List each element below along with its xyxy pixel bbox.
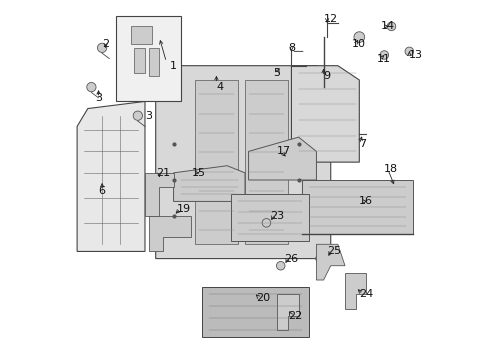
Circle shape bbox=[98, 43, 107, 53]
Text: 17: 17 bbox=[277, 147, 291, 157]
Text: 15: 15 bbox=[192, 168, 205, 178]
Text: 13: 13 bbox=[409, 50, 423, 60]
Text: 11: 11 bbox=[377, 54, 391, 64]
Text: 2: 2 bbox=[102, 39, 109, 49]
Text: 24: 24 bbox=[359, 289, 373, 299]
Bar bbox=[117, 16, 181, 102]
Polygon shape bbox=[77, 102, 145, 251]
Text: 3: 3 bbox=[145, 111, 152, 121]
Text: 19: 19 bbox=[177, 203, 191, 213]
Text: 26: 26 bbox=[284, 253, 298, 264]
Circle shape bbox=[276, 261, 285, 270]
Text: 25: 25 bbox=[327, 247, 342, 256]
Polygon shape bbox=[156, 66, 331, 258]
Text: 14: 14 bbox=[381, 21, 395, 31]
Text: 23: 23 bbox=[270, 211, 284, 221]
Polygon shape bbox=[245, 80, 288, 244]
Text: 6: 6 bbox=[98, 186, 105, 196]
Circle shape bbox=[380, 51, 389, 59]
Circle shape bbox=[387, 22, 396, 31]
Text: 5: 5 bbox=[273, 68, 281, 78]
Text: 7: 7 bbox=[359, 139, 367, 149]
Polygon shape bbox=[148, 48, 159, 76]
Polygon shape bbox=[145, 173, 173, 216]
Text: 16: 16 bbox=[359, 197, 373, 206]
Polygon shape bbox=[202, 287, 309, 337]
Polygon shape bbox=[345, 273, 367, 309]
Text: 18: 18 bbox=[384, 164, 398, 174]
Polygon shape bbox=[131, 26, 152, 44]
Circle shape bbox=[316, 254, 324, 263]
Text: 4: 4 bbox=[217, 82, 223, 92]
Text: 20: 20 bbox=[256, 293, 270, 303]
Polygon shape bbox=[302, 180, 413, 234]
Polygon shape bbox=[317, 244, 345, 280]
Text: 12: 12 bbox=[323, 14, 338, 24]
Polygon shape bbox=[231, 194, 309, 241]
Circle shape bbox=[133, 111, 143, 120]
Text: 10: 10 bbox=[352, 39, 366, 49]
Polygon shape bbox=[173, 166, 245, 202]
Text: 9: 9 bbox=[323, 71, 331, 81]
Text: 3: 3 bbox=[95, 93, 102, 103]
Polygon shape bbox=[292, 66, 359, 162]
Text: 8: 8 bbox=[288, 43, 295, 53]
Text: 21: 21 bbox=[156, 168, 170, 178]
Polygon shape bbox=[134, 48, 145, 73]
Polygon shape bbox=[148, 216, 192, 251]
Polygon shape bbox=[195, 80, 238, 244]
Circle shape bbox=[87, 82, 96, 92]
Circle shape bbox=[405, 47, 414, 56]
Polygon shape bbox=[248, 137, 317, 180]
Circle shape bbox=[354, 32, 365, 42]
Text: 22: 22 bbox=[288, 311, 302, 321]
Text: 1: 1 bbox=[170, 61, 177, 71]
Circle shape bbox=[262, 219, 270, 227]
Polygon shape bbox=[277, 294, 298, 330]
